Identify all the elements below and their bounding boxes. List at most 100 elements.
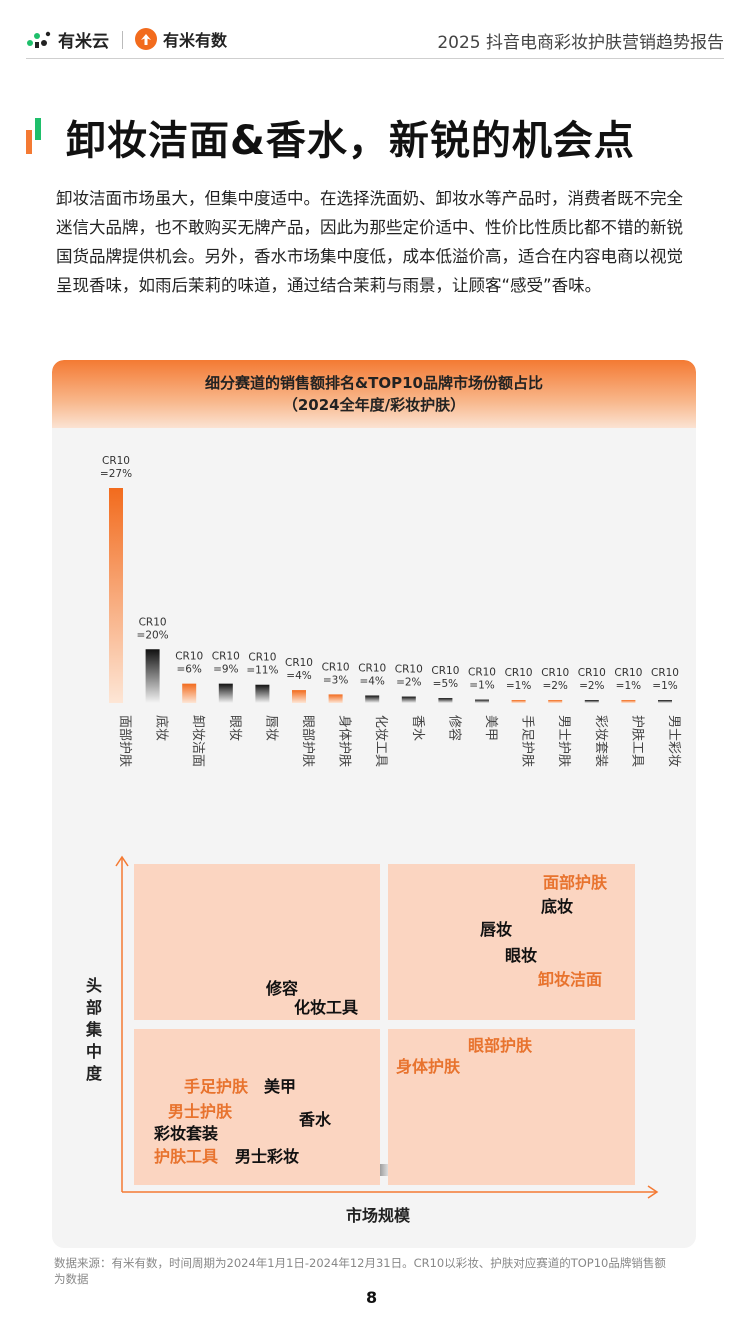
category-label: 护肤工具 [629,715,644,767]
category-label: 身体护肤 [337,715,353,767]
cr10-label: CR10 [248,652,276,664]
bar-面部护肤 [109,488,123,703]
youmi-cloud-logo: 有米云 [26,26,109,52]
bar-卸妆洁面 [182,683,197,703]
logo2-text: 有米有数 [163,31,228,50]
matrix-item: 美甲 [264,1077,297,1096]
cr10-label: CR10 [285,657,313,669]
cr10-label: CR10 [212,651,240,663]
matrix-axes [115,855,659,1199]
matrix-quadrant-top-left [134,864,380,1020]
cr10-label: CR10 [395,664,423,676]
bar-底妆 [145,649,160,703]
bar-香水 [401,696,416,703]
youmi-data-logo-icon [135,28,157,50]
cr10-label: =2% [542,680,567,692]
cr10-label: =6% [176,664,201,676]
cr10-label: CR10 [651,667,679,679]
cr10-label: CR10 [358,662,386,674]
chart-subtitle: （2024全年度/彩妆护肤） [282,396,466,414]
youmi-data-logo: 有米有数 [134,26,227,52]
cr10-label: CR10 [614,667,642,679]
matrix-item: 男士护肤 [168,1102,233,1121]
matrix-item: 唇妆 [480,920,513,939]
category-label: 面部护肤 [117,715,132,767]
chart-title: 细分赛道的销售额排名&TOP10品牌市场份额占比 [205,374,543,392]
cr10-label: CR10 [102,455,130,467]
matrix-x-axis-label: 市场规模 [346,1206,411,1225]
matrix-item: 底妆 [541,897,574,916]
bar-护肤工具 [621,700,636,703]
category-label: 彩妆套装 [593,715,609,767]
cr10-label: =9% [213,664,238,676]
cr10-label: =20% [137,629,169,641]
matrix-y-axis-label: 头部集中度 [85,976,102,1083]
cr10-label: =1% [506,680,531,692]
page-number: 8 [366,1288,378,1307]
category-label: 男士彩妆 [666,715,681,767]
bar-眼部护肤 [292,690,306,703]
cr10-label: CR10 [505,667,533,679]
matrix-item: 修容 [266,979,299,998]
category-label: 修容 [446,715,462,741]
cr10-label: =1% [616,680,641,692]
matrix-item: 卸妆洁面 [538,970,603,989]
matrix-item: 护肤工具 [154,1147,219,1166]
bar-chart: CR10=27%面部护肤CR10=20%底妆CR10=6%卸妆洁面CR10=9%… [100,455,681,767]
report-title: 2025 抖音电商彩妆护肤营销趋势报告 [437,33,724,53]
cr10-label: CR10 [578,667,606,679]
matrix-item: 化妆工具 [294,998,359,1017]
bar-眼妆 [218,683,233,703]
matrix-item: 眼妆 [505,946,538,965]
logo-divider [122,31,123,49]
intro-paragraph: 卸妆洁面市场虽大，但集中度适中。在选择洗面奶、卸妆水等产品时，消费者既不完全迷信… [56,189,683,295]
category-label: 男士护肤 [556,715,571,767]
category-label: 化妆工具 [373,715,388,767]
category-label: 眼部护肤 [300,715,315,767]
cr10-label: CR10 [139,616,167,628]
matrix-item: 彩妆套装 [154,1124,219,1143]
category-label: 唇妆 [263,715,278,741]
cr10-label: =4% [359,675,384,687]
page-title: 卸妆洁面&香水，新锐的机会点 [66,118,635,164]
cr10-label: CR10 [175,651,203,663]
bar-手足护肤 [511,700,526,703]
cr10-label: =3% [323,674,348,686]
category-label: 手足护肤 [520,715,535,767]
youmi-cloud-logo-icon [27,31,51,48]
bar-身体护肤 [328,694,343,703]
category-label: 眼妆 [227,715,242,741]
cr10-label: =4% [286,670,311,682]
title-accent-icon [26,118,41,154]
category-label: 美甲 [483,715,498,741]
matrix-item: 手足护肤 [184,1077,249,1096]
cr10-label: CR10 [541,667,569,679]
matrix-item: 面部护肤 [543,873,608,892]
matrix-item: 身体护肤 [396,1057,461,1076]
matrix-quadrant-top-right [388,864,635,1020]
bar-彩妆套装 [584,700,599,703]
bar-化妆工具 [365,695,380,703]
data-source-footnote: 数据来源：有米有数，时间周期为2024年1月1日-2024年12月31日。CR1… [54,1256,666,1286]
cr10-label: =2% [579,680,604,692]
cr10-label: =5% [433,678,458,690]
bar-男士彩妆 [658,700,672,703]
cr10-label: =27% [100,468,132,480]
cr10-label: =2% [396,677,421,689]
cr10-label: =1% [652,680,677,692]
bar-唇妆 [255,684,270,703]
logo1-text: 有米云 [58,31,109,52]
cr10-label: =1% [469,680,494,692]
cr10-label: CR10 [468,667,496,679]
category-label: 底妆 [154,715,170,741]
page-header: 有米云 有米有数 2025 抖音电商彩妆护肤营销趋势报告 [26,22,724,59]
cr10-label: CR10 [431,665,459,677]
bar-男士护肤 [548,700,563,703]
matrix-item: 香水 [299,1110,332,1129]
bar-美甲 [475,699,489,703]
chart-banner: 细分赛道的销售额排名&TOP10品牌市场份额占比 （2024全年度/彩妆护肤） [52,360,696,428]
matrix-item: 男士彩妆 [235,1147,300,1166]
matrix-quadrant-bottom-right [388,1029,635,1185]
bar-修容 [438,698,453,703]
category-label: 香水 [410,715,425,741]
